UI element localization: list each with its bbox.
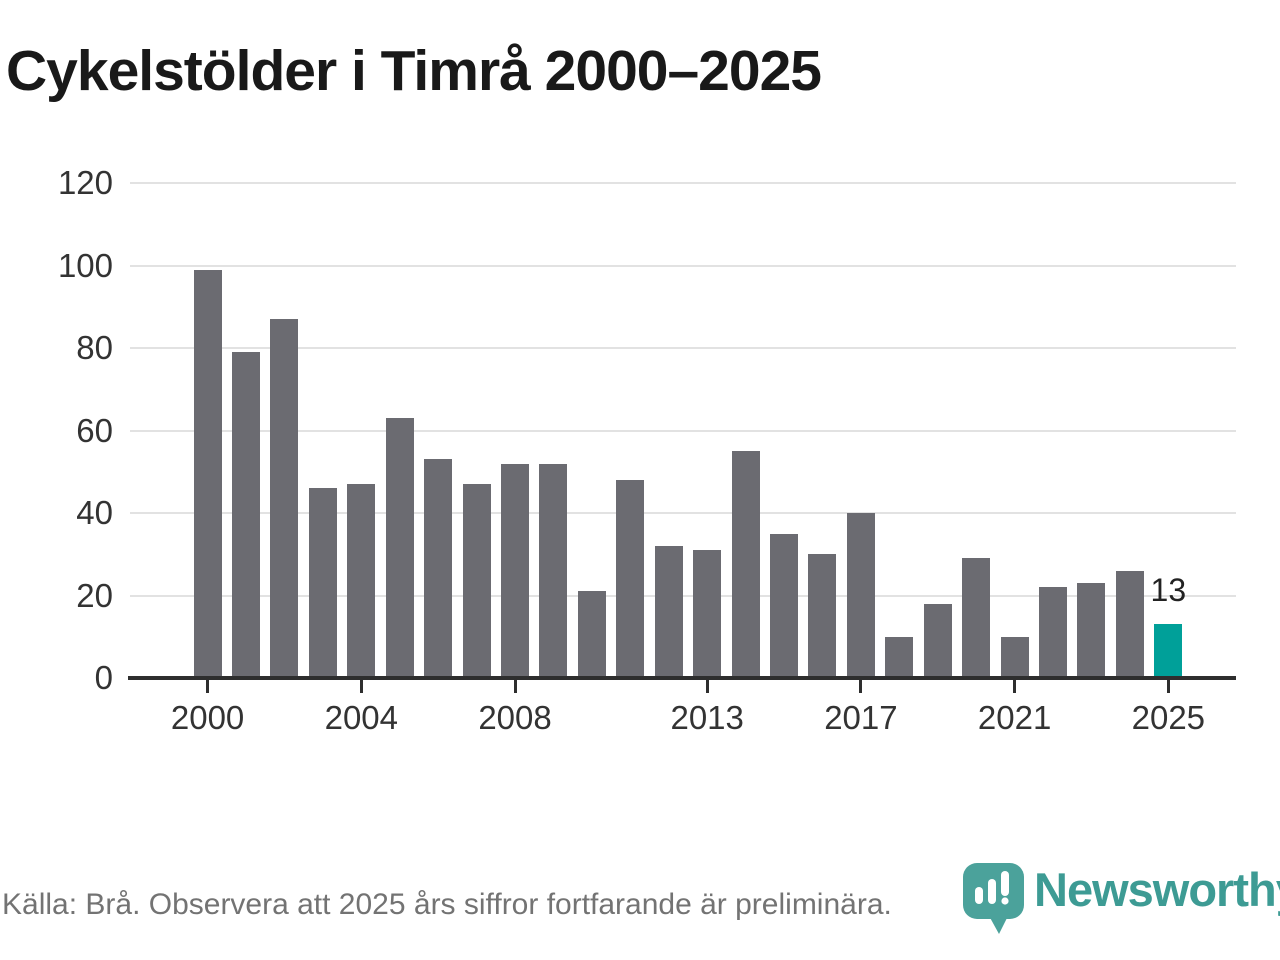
x-axis-label: 2017 bbox=[824, 699, 898, 736]
gridline-y-20 bbox=[130, 594, 1236, 597]
y-axis-label: 100 bbox=[57, 246, 113, 284]
gridline-y-120 bbox=[130, 182, 1236, 184]
x-axis-label: 2000 bbox=[170, 699, 245, 736]
bar-2001 bbox=[232, 352, 261, 678]
bar-2004 bbox=[347, 484, 376, 678]
x-axis-label: 2021 bbox=[977, 699, 1052, 736]
bar-2022 bbox=[1039, 587, 1068, 678]
bar-2014 bbox=[731, 451, 760, 678]
x-axis-tick-2000 bbox=[206, 680, 210, 693]
bar-2015 bbox=[770, 533, 799, 678]
x-axis-label: 2025 bbox=[1131, 699, 1206, 736]
bar-2016 bbox=[808, 554, 837, 678]
gridline-y-40 bbox=[130, 512, 1236, 514]
gridline-y-100 bbox=[130, 264, 1236, 267]
value-label-2025: 13 bbox=[1150, 572, 1187, 609]
newsworthy-wordmark: Newsworthy bbox=[1034, 863, 1280, 916]
bar-2008 bbox=[501, 463, 530, 678]
bar-2021 bbox=[1000, 636, 1029, 678]
bar-2023 bbox=[1077, 583, 1106, 678]
y-axis-label: 80 bbox=[76, 329, 113, 366]
newsworthy-logo: Newsworthy bbox=[962, 858, 1280, 938]
bar-2019 bbox=[923, 603, 952, 678]
bar-2000 bbox=[193, 269, 222, 678]
x-axis-tick-2004 bbox=[359, 680, 363, 693]
x-axis-label: 2008 bbox=[478, 699, 552, 736]
chart-title: Cykelstölder i Timrå 2000–2025 bbox=[6, 39, 822, 103]
bar-2002 bbox=[270, 319, 299, 678]
bar-2011 bbox=[616, 480, 645, 678]
x-axis-tick-2021 bbox=[1013, 680, 1017, 693]
y-axis-label: 60 bbox=[76, 411, 113, 449]
bar-2010 bbox=[577, 591, 606, 678]
gridline-y-80 bbox=[130, 347, 1236, 349]
gridline-y-60 bbox=[130, 429, 1236, 432]
bar-2009 bbox=[539, 463, 568, 678]
bar-2007 bbox=[462, 484, 491, 678]
newsworthy-pin-barchart-icon bbox=[963, 863, 1024, 934]
source-note: Källa: Brå. Observera att 2025 års siffr… bbox=[2, 888, 892, 921]
bar-2003 bbox=[308, 488, 337, 678]
bar-2012 bbox=[654, 546, 683, 678]
x-axis-tick-2008 bbox=[513, 680, 517, 693]
bar-2024 bbox=[1115, 570, 1144, 678]
x-axis-line bbox=[128, 676, 1236, 680]
x-axis-tick-2025 bbox=[1166, 680, 1170, 693]
y-axis-label: 0 bbox=[94, 659, 113, 696]
bar-2006 bbox=[424, 459, 453, 678]
x-axis-label: 2004 bbox=[324, 699, 399, 736]
bar-2025 bbox=[1154, 624, 1183, 678]
bar-2017 bbox=[846, 513, 875, 678]
bar-2005 bbox=[385, 418, 414, 678]
y-axis-label: 120 bbox=[57, 164, 113, 201]
x-axis-tick-2013 bbox=[705, 680, 709, 693]
bar-2013 bbox=[693, 550, 722, 678]
y-axis-label: 40 bbox=[76, 494, 113, 531]
x-axis-tick-2017 bbox=[859, 680, 863, 693]
x-axis-label: 2013 bbox=[670, 699, 744, 736]
bar-2018 bbox=[885, 636, 914, 678]
y-axis-label: 20 bbox=[76, 576, 113, 614]
bar-2020 bbox=[962, 558, 991, 678]
bar-chart: 0 20 40 60 80 100 120 13 2000 2004 2008 2013 2017 202… bbox=[57, 164, 1236, 736]
